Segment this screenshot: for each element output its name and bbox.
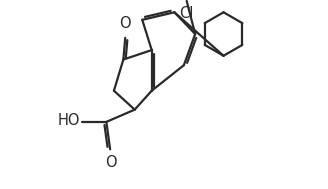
Text: O: O bbox=[105, 155, 117, 170]
Text: O: O bbox=[119, 16, 131, 31]
Text: Cl: Cl bbox=[179, 6, 194, 21]
Text: HO: HO bbox=[57, 113, 80, 129]
